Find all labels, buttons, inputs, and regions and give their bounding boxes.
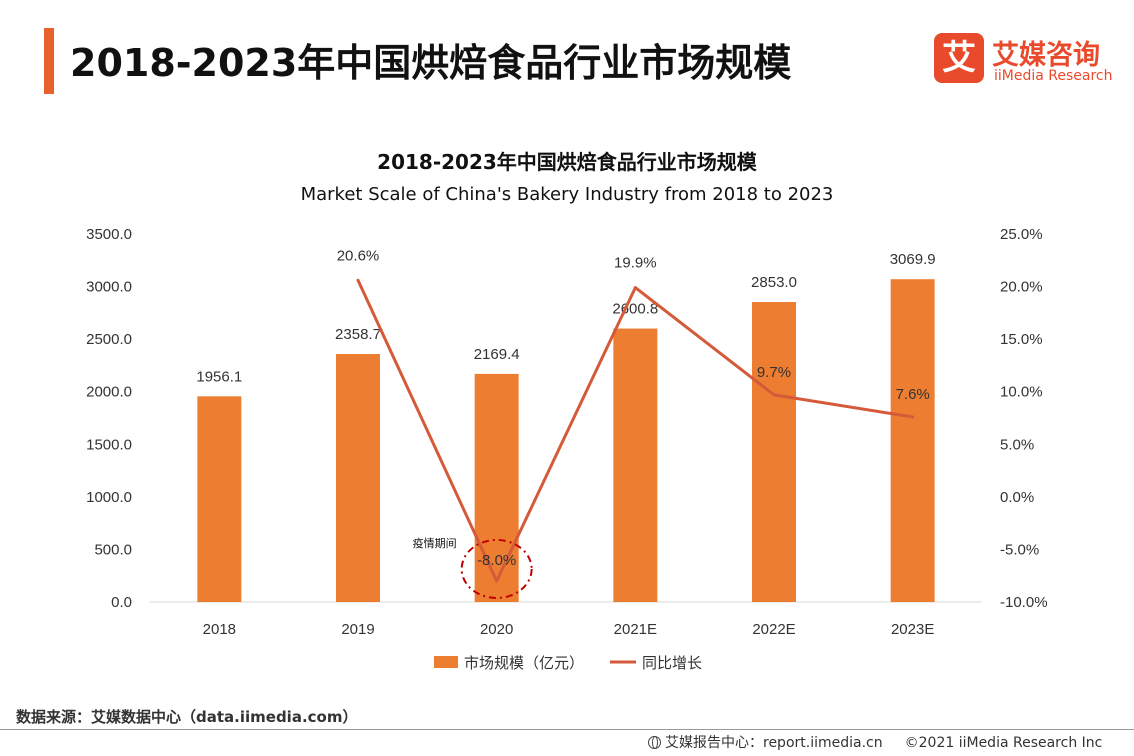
growth-point	[772, 393, 776, 397]
bar-value-label: 1956.1	[196, 368, 242, 385]
brand-name-cn: 艾媒咨询	[992, 40, 1100, 71]
chart-subtitle: Market Scale of China's Bakery Industry …	[300, 184, 834, 205]
growth-point	[495, 579, 499, 583]
data-source: 数据来源：艾媒数据中心（data.iimedia.com）	[16, 708, 358, 726]
bar	[613, 328, 658, 602]
x-tick-label: 2020	[480, 621, 513, 638]
y-left-tick-label: 3000.0	[86, 279, 132, 296]
y-right-tick-label: -10.0%	[1000, 594, 1048, 611]
x-tick-label: 2018	[203, 621, 236, 638]
bar-value-label: 2600.8	[612, 301, 658, 318]
y-right-tick-label: 5.0%	[1000, 436, 1034, 453]
brand-name-en: iiMedia Research	[994, 68, 1113, 84]
growth-value-label: 20.6%	[337, 247, 380, 264]
pandemic-highlight-circle	[460, 538, 533, 599]
pandemic-annotation: 疫情期间	[413, 536, 457, 550]
x-tick-label: 2023E	[891, 621, 934, 638]
page-title: 2018-2023年中国烘焙食品行业市场规模	[70, 41, 792, 85]
y-right-tick-label: 10.0%	[1000, 384, 1043, 401]
x-tick-label: 2021E	[614, 621, 657, 638]
x-tick-label: 2019	[341, 621, 374, 638]
bar	[890, 279, 935, 602]
growth-value-label: -8.0%	[477, 552, 516, 569]
bar-value-label: 3069.9	[890, 251, 936, 268]
y-left-tick-label: 1500.0	[86, 436, 132, 453]
y-left-tick-label: 500.0	[94, 541, 132, 558]
title-accent-bar	[44, 28, 54, 94]
y-right-tick-label: 25.0%	[1000, 226, 1043, 243]
y-right-tick-label: -5.0%	[1000, 541, 1039, 558]
y-left-tick-label: 3500.0	[86, 226, 132, 243]
y-right-tick-label: 20.0%	[1000, 279, 1043, 296]
bar	[474, 373, 519, 602]
legend-line-label: 同比增长	[642, 654, 702, 672]
brand-mark-icon: 艾	[934, 33, 984, 83]
y-left-tick-label: 2000.0	[86, 384, 132, 401]
growth-point	[356, 278, 360, 282]
y-right-tick-label: 0.0%	[1000, 489, 1034, 506]
growth-value-label: 7.6%	[896, 386, 930, 403]
bar	[752, 302, 796, 602]
chart-title: 2018-2023年中国烘焙食品行业市场规模	[377, 150, 757, 174]
x-tick-label: 2022E	[752, 621, 795, 638]
y-right-tick-label: 15.0%	[1000, 331, 1043, 348]
growth-point	[633, 286, 637, 290]
growth-point	[911, 415, 915, 419]
y-left-tick-label: 2500.0	[86, 331, 132, 348]
growth-value-label: 19.9%	[614, 255, 657, 272]
footer-divider	[0, 729, 1134, 730]
copyright: ©2021 iiMedia Research Inc	[904, 735, 1103, 751]
bar-value-label: 2853.0	[751, 274, 797, 291]
bar-value-label: 2169.4	[474, 346, 520, 363]
report-center-link[interactable]: 艾媒报告中心：report.iimedia.cn	[665, 735, 883, 751]
y-left-tick-label: 1000.0	[86, 489, 132, 506]
bar-value-label: 2358.7	[335, 326, 381, 343]
legend-bar-swatch	[434, 656, 458, 668]
footer-info: 艾媒报告中心：report.iimedia.cn ©2021 iiMedia Re…	[648, 732, 1102, 752]
bar	[336, 353, 380, 602]
globe-icon	[648, 736, 661, 749]
growth-value-label: 9.7%	[757, 364, 791, 381]
y-left-tick-label: 0.0	[111, 594, 132, 611]
brand-logo: 艾 艾媒咨询 iiMedia Research	[934, 33, 1114, 87]
legend-bar-label: 市场规模（亿元）	[464, 654, 584, 672]
bar-line-chart: 0.0 500.0 1000.0 1500.0 2000.0 2500.0 3000.0 35…	[86, 226, 1048, 672]
bar	[197, 396, 242, 602]
